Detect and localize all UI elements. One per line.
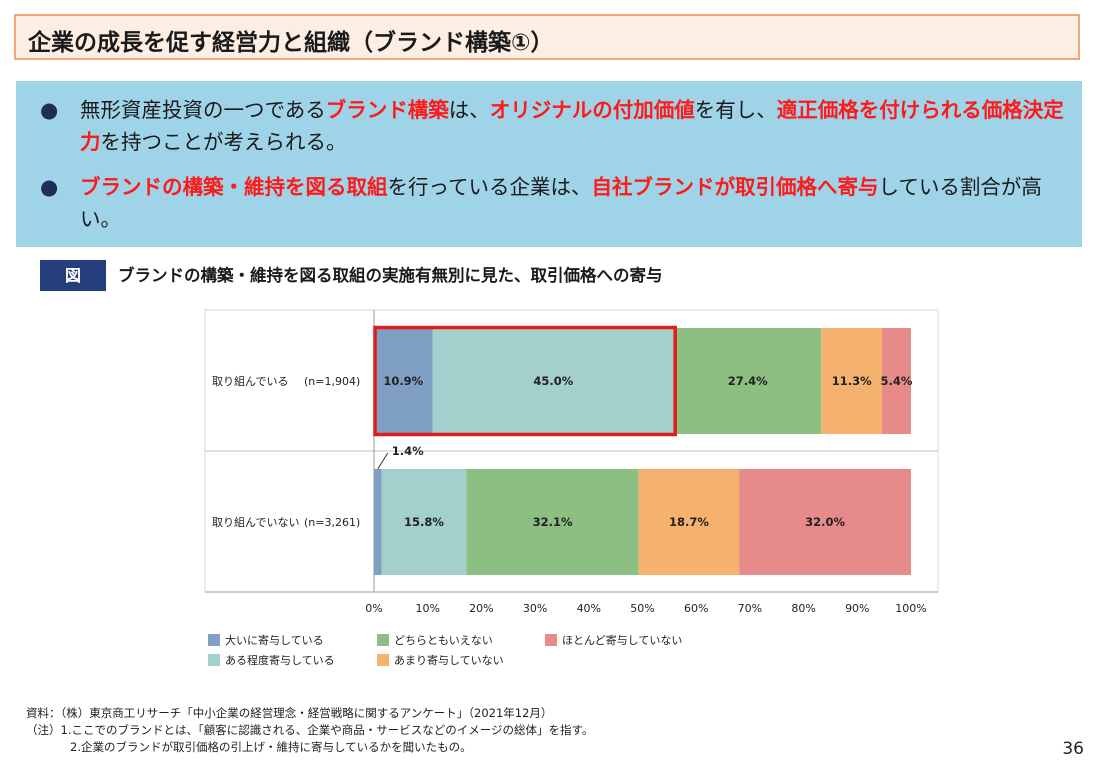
summary-box: ● 無形資産投資の一つであるブランド構築は、オリジナルの付加価値を有し、適正価格… (16, 81, 1082, 247)
highlighted-text: 自社ブランドが取引価格へ寄与 (591, 175, 879, 199)
data-label: 32.1% (533, 515, 573, 529)
leader-line (377, 452, 389, 470)
highlighted-text: 適正価格を付けられる価格決定力 (80, 98, 1064, 154)
figure-label: 図 (40, 260, 106, 291)
category-label: 取り組んでいる (212, 375, 288, 388)
bullet-text-2: ブランドの構築・維持を図る取組を行っている企業は、自社ブランドが取引価格へ寄与し… (80, 171, 1070, 235)
legend-label: ほとんど寄与していない (562, 634, 683, 647)
footnote-2: 2.企業のブランドが取引価格の引上げ・維持に寄与しているかを聞いたもの。 (70, 740, 472, 754)
data-label: 10.9% (383, 374, 423, 388)
bullet-text-1: 無形資産投資の一つであるブランド構築は、オリジナルの付加価値を有し、適正価格を付… (80, 94, 1070, 158)
slide-title-box: 企業の成長を促す経営力と組織（ブランド構築①） (14, 14, 1080, 60)
data-label: 45.0% (533, 374, 573, 388)
x-tick-label: 60% (684, 602, 708, 615)
data-label: 5.4% (881, 374, 913, 388)
sample-size-label: (n=3,261) (304, 516, 360, 529)
legend-swatch (208, 634, 220, 646)
x-tick-label: 10% (415, 602, 439, 615)
legend-label: どちらともいえない (394, 634, 493, 647)
page-number: 36 (1062, 739, 1084, 759)
x-tick-label: 20% (469, 602, 493, 615)
data-label: 15.8% (404, 515, 444, 529)
x-tick-label: 40% (577, 602, 601, 615)
bar-segment (882, 328, 911, 434)
bullet-segment: 無形資産投資の一つである (80, 98, 326, 122)
bar-segment (638, 469, 740, 575)
highlight-frame (373, 325, 677, 437)
bullet-dot: ● (40, 175, 59, 199)
x-tick-label: 100% (895, 602, 926, 615)
bullet-dot: ● (40, 98, 59, 122)
highlighted-text: オリジナルの付加価値 (489, 98, 695, 122)
legend-item: ある程度寄与している (208, 652, 335, 668)
sample-size-label: (n=1,904) (304, 375, 360, 388)
bullet-segment: は、 (448, 98, 490, 122)
bar-segment (821, 328, 883, 434)
data-label: 27.4% (728, 374, 768, 388)
data-label: 11.3% (832, 374, 872, 388)
legend-swatch (545, 634, 557, 646)
bar-segment (374, 469, 382, 575)
x-tick-label: 80% (791, 602, 815, 615)
highlighted-text: ブランド構築 (325, 98, 449, 122)
legend-swatch (377, 654, 389, 666)
x-tick-label: 0% (365, 602, 382, 615)
x-tick-label: 30% (523, 602, 547, 615)
data-label: 18.7% (669, 515, 709, 529)
x-tick-label: 90% (845, 602, 869, 615)
legend-item: あまり寄与していない (377, 652, 504, 668)
data-label: 32.0% (805, 515, 845, 529)
bar-segment (466, 469, 639, 575)
bullet-segment: を有し、 (694, 98, 777, 122)
bullet-segment: している割合が高い。 (80, 175, 1042, 231)
x-tick-label: 70% (738, 602, 762, 615)
highlighted-text: ブランドの構築・維持を図る取組 (80, 175, 388, 199)
bar-segment (381, 469, 467, 575)
bar-segment (374, 328, 433, 434)
legend-label: あまり寄与していない (394, 654, 504, 667)
legend-item: 大いに寄与している (208, 632, 324, 648)
legend-item: どちらともいえない (377, 632, 493, 648)
bar-segment (674, 328, 822, 434)
x-tick-label: 50% (630, 602, 654, 615)
legend-item: ほとんど寄与していない (545, 632, 682, 648)
legend-label: ある程度寄与している (225, 654, 335, 667)
bar-segment (739, 469, 911, 575)
legend-label: 大いに寄与している (225, 634, 324, 647)
legend-swatch (208, 654, 220, 666)
bar-segment (432, 328, 675, 434)
category-label: 取り組んでいない (212, 516, 299, 529)
bullet-segment: を持つことが考えられる。 (100, 130, 347, 154)
source-note: 資料：（株）東京商工リサーチ「中小企業の経営理念・経営戦略に関するアンケート」（… (26, 706, 553, 720)
data-label: 1.4% (392, 444, 424, 458)
figure-title: ブランドの構築・維持を図る取組の実施有無別に見た、取引価格への寄与 (118, 266, 663, 285)
slide-title: 企業の成長を促す経営力と組織（ブランド構築①） (28, 30, 554, 56)
bullet-segment: を行っている企業は、 (387, 175, 592, 199)
footnote-1: （注）1.ここでのブランドとは、「顧客に認識される、企業や商品・サービスなどのイ… (26, 723, 594, 737)
legend-swatch (377, 634, 389, 646)
